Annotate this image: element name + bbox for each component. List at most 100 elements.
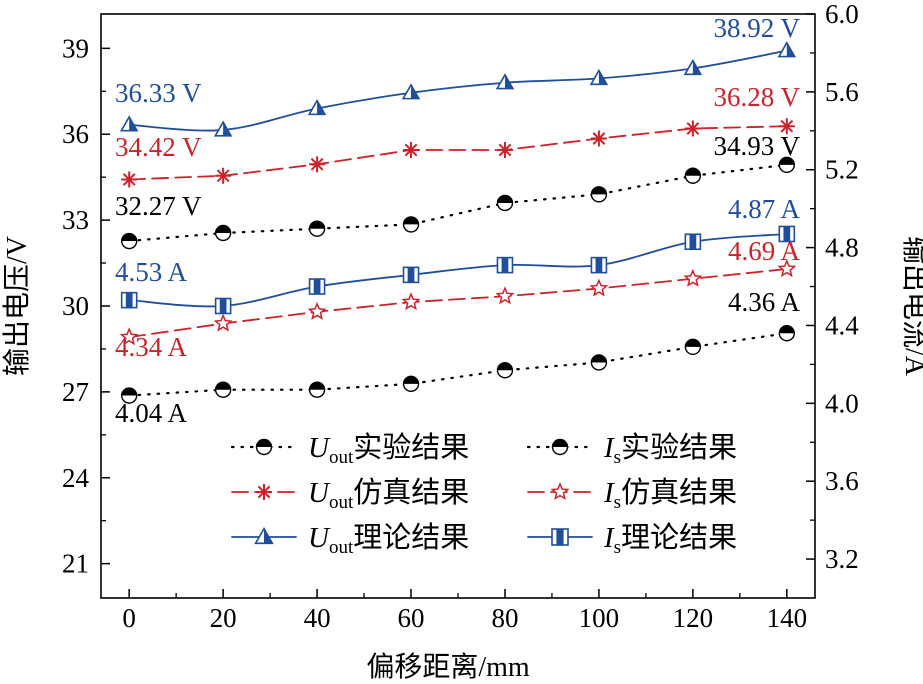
data-point <box>495 73 515 90</box>
legend-item-uout_sim: Uout仿真结果 <box>231 476 469 513</box>
y-right-tick-label: 5.2 <box>825 155 859 185</box>
data-point <box>684 120 701 137</box>
series-line <box>128 268 788 339</box>
legend-symbol: U <box>308 432 331 464</box>
data-point <box>213 120 233 137</box>
data-point <box>590 130 607 147</box>
data-point <box>589 278 609 297</box>
x-tick-label: 80 <box>491 603 518 633</box>
legend-label: Is理论结果 <box>603 521 737 558</box>
data-point <box>213 313 233 332</box>
data-point <box>778 118 795 135</box>
y-right-tick-label: 3.2 <box>825 544 859 574</box>
legend-suffix: 理论结果 <box>621 521 737 554</box>
series-line <box>128 49 788 132</box>
legend-symbol: I <box>603 522 615 554</box>
series-uout_theory <box>119 41 797 137</box>
y-left-tick-label: 39 <box>62 33 89 63</box>
data-point <box>119 115 139 132</box>
annotations: 36.33 V 34.42 V 32.27 V 38.92 V 36.28 V 34.93… <box>115 13 800 428</box>
data-point <box>778 225 796 243</box>
legend-suffix: 实验结果 <box>621 431 737 464</box>
legend-label: Uout仿真结果 <box>308 476 469 513</box>
data-label: 34.42 V <box>115 132 202 162</box>
legend-subscript: s <box>614 492 621 513</box>
legend-marker <box>255 438 273 456</box>
x-tick-label: 100 <box>579 603 620 633</box>
legend-item-uout_theory: Uout理论结果 <box>231 521 469 558</box>
data-point <box>120 232 138 250</box>
y-right-tick-label: 6.0 <box>825 0 859 29</box>
data-point <box>778 156 796 174</box>
data-point <box>308 381 326 398</box>
data-point <box>308 220 326 237</box>
x-tick-label: 20 <box>210 603 237 633</box>
legend-suffix: 理论结果 <box>353 521 469 554</box>
series-uout_exp <box>120 156 796 250</box>
legend-subscript: out <box>329 537 354 558</box>
legend-item-is_sim: Is仿真结果 <box>527 476 737 513</box>
series-is_theory <box>120 225 796 315</box>
series-is_sim <box>119 259 797 346</box>
data-point <box>307 301 327 320</box>
legend-label: Is实验结果 <box>603 431 737 468</box>
data-point <box>777 41 797 58</box>
data-point <box>120 387 138 404</box>
data-label: 4.36 A <box>728 287 801 317</box>
data-point <box>119 327 139 346</box>
legend-symbol: I <box>603 432 615 464</box>
data-point <box>683 58 703 76</box>
legend-label: Uout实验结果 <box>308 431 469 468</box>
series-line <box>128 163 788 243</box>
data-point <box>401 83 421 100</box>
x-tick-label: 60 <box>398 603 425 633</box>
y-right-tick-label: 4.0 <box>825 388 859 418</box>
y-right-axis-title: 输出电流/A <box>899 236 923 377</box>
data-point <box>120 291 138 309</box>
legend-marker <box>550 482 570 501</box>
data-point <box>403 141 420 158</box>
series-line <box>128 332 788 397</box>
legend-label: Uout理论结果 <box>308 521 469 558</box>
series-line <box>128 233 788 308</box>
data-label: 36.33 V <box>115 78 202 108</box>
data-point <box>496 362 514 379</box>
series-layer <box>119 41 797 404</box>
data-point <box>214 381 232 398</box>
y-left-axis-title: 输出电压/V <box>1 236 33 376</box>
y-left-tick-label: 27 <box>62 377 89 407</box>
y-left-tick-label: 21 <box>62 549 89 579</box>
legend-item-is_theory: Is理论结果 <box>527 521 737 558</box>
legend-symbol: U <box>308 522 331 554</box>
data-point <box>589 68 609 86</box>
data-label: 38.92 V <box>713 13 800 43</box>
data-point <box>496 194 514 212</box>
legend-subscript: out <box>329 447 354 468</box>
data-point <box>215 167 232 184</box>
y-right-tick-label: 3.6 <box>825 466 859 496</box>
y-right-tick-label: 5.6 <box>825 77 859 107</box>
legend-suffix: 仿真结果 <box>353 476 469 509</box>
y-right-tick-label: 4.4 <box>825 310 859 340</box>
data-label: 34.93 V <box>713 131 800 161</box>
x-tick-label: 0 <box>122 603 136 633</box>
legend-item-uout_exp: Uout实验结果 <box>230 431 469 468</box>
legend-marker <box>254 526 274 545</box>
data-point <box>496 141 513 158</box>
y-left-tick-label: 30 <box>62 291 89 321</box>
data-point <box>496 256 514 274</box>
legend-symbol: I <box>603 477 615 509</box>
data-point <box>684 338 702 356</box>
legend-marker <box>551 528 569 546</box>
data-point <box>402 375 420 393</box>
data-point <box>590 354 608 371</box>
data-point <box>590 186 608 203</box>
legend-suffix: 仿真结果 <box>621 476 737 509</box>
legend-subscript: s <box>614 537 621 558</box>
data-label: 4.53 A <box>115 257 188 287</box>
data-point <box>121 171 138 188</box>
data-label: 36.28 V <box>713 82 800 112</box>
data-point <box>777 259 797 278</box>
